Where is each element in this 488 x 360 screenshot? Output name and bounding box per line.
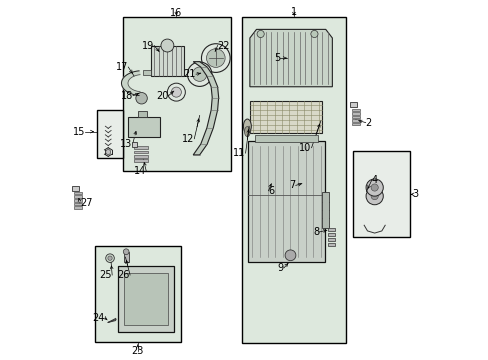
Bar xyxy=(143,70,151,75)
Polygon shape xyxy=(193,62,218,155)
Bar xyxy=(349,102,356,107)
Bar xyxy=(74,199,82,202)
Text: 13: 13 xyxy=(120,139,132,149)
Bar xyxy=(351,116,359,118)
Text: 24: 24 xyxy=(92,313,105,323)
Text: 4: 4 xyxy=(371,175,377,185)
Circle shape xyxy=(105,149,110,154)
Circle shape xyxy=(285,250,295,261)
Bar xyxy=(352,151,409,237)
Text: 26: 26 xyxy=(118,270,130,280)
Circle shape xyxy=(310,30,317,37)
Bar xyxy=(72,186,79,191)
Bar xyxy=(351,123,359,126)
Text: 27: 27 xyxy=(80,198,92,208)
Bar xyxy=(134,159,148,162)
Circle shape xyxy=(366,179,383,196)
Bar xyxy=(118,266,174,332)
Text: 7: 7 xyxy=(289,180,295,190)
Text: 19: 19 xyxy=(142,41,154,50)
Text: 23: 23 xyxy=(131,346,143,356)
Bar xyxy=(134,150,148,153)
Bar xyxy=(97,110,122,158)
Text: 12: 12 xyxy=(182,134,194,144)
Circle shape xyxy=(192,67,206,81)
Text: 22: 22 xyxy=(217,41,230,50)
Bar xyxy=(249,101,321,134)
Circle shape xyxy=(206,49,224,67)
Text: 18: 18 xyxy=(121,91,133,101)
Text: 10: 10 xyxy=(299,143,311,153)
Text: 15: 15 xyxy=(73,127,85,136)
Circle shape xyxy=(167,83,185,101)
Text: 5: 5 xyxy=(274,53,280,63)
Circle shape xyxy=(366,188,383,205)
Bar xyxy=(247,140,325,262)
Text: 14: 14 xyxy=(134,166,146,176)
Circle shape xyxy=(108,256,112,260)
Text: 16: 16 xyxy=(170,8,182,18)
Ellipse shape xyxy=(243,119,251,134)
Bar xyxy=(128,117,160,137)
Text: 1: 1 xyxy=(290,7,296,17)
Bar xyxy=(351,120,359,122)
Text: 11: 11 xyxy=(233,148,245,158)
Circle shape xyxy=(136,93,147,104)
Circle shape xyxy=(161,39,174,52)
Bar xyxy=(327,228,335,231)
Bar xyxy=(351,109,359,111)
Bar xyxy=(123,252,128,262)
Circle shape xyxy=(123,249,129,255)
Bar xyxy=(327,233,335,236)
Text: 25: 25 xyxy=(100,270,112,280)
Bar xyxy=(123,17,230,171)
Text: 9: 9 xyxy=(277,263,284,273)
Bar xyxy=(327,238,335,241)
Bar xyxy=(123,273,168,325)
Text: 8: 8 xyxy=(312,227,319,237)
Polygon shape xyxy=(249,30,332,87)
Bar xyxy=(151,45,183,76)
Bar xyxy=(255,135,317,142)
Bar xyxy=(322,193,328,228)
Circle shape xyxy=(105,254,114,262)
Text: 17: 17 xyxy=(116,62,128,72)
Ellipse shape xyxy=(244,127,250,136)
Polygon shape xyxy=(122,71,140,95)
Circle shape xyxy=(201,44,230,72)
Bar xyxy=(134,155,148,158)
Text: 3: 3 xyxy=(411,189,418,199)
Circle shape xyxy=(370,184,378,191)
Text: 21: 21 xyxy=(183,69,196,79)
Bar xyxy=(74,192,82,194)
Bar xyxy=(134,146,148,149)
Circle shape xyxy=(370,193,378,200)
Bar xyxy=(327,243,335,246)
Circle shape xyxy=(187,62,211,86)
Bar xyxy=(74,203,82,205)
Bar xyxy=(74,195,82,198)
Text: 2: 2 xyxy=(365,118,371,128)
Bar xyxy=(137,111,147,117)
Bar xyxy=(95,246,181,342)
Text: 6: 6 xyxy=(268,186,274,196)
Text: 20: 20 xyxy=(156,91,168,101)
Circle shape xyxy=(257,30,264,37)
Bar xyxy=(74,206,82,209)
Circle shape xyxy=(171,87,181,97)
Bar xyxy=(132,142,137,147)
Bar xyxy=(241,17,345,343)
Bar xyxy=(351,112,359,115)
